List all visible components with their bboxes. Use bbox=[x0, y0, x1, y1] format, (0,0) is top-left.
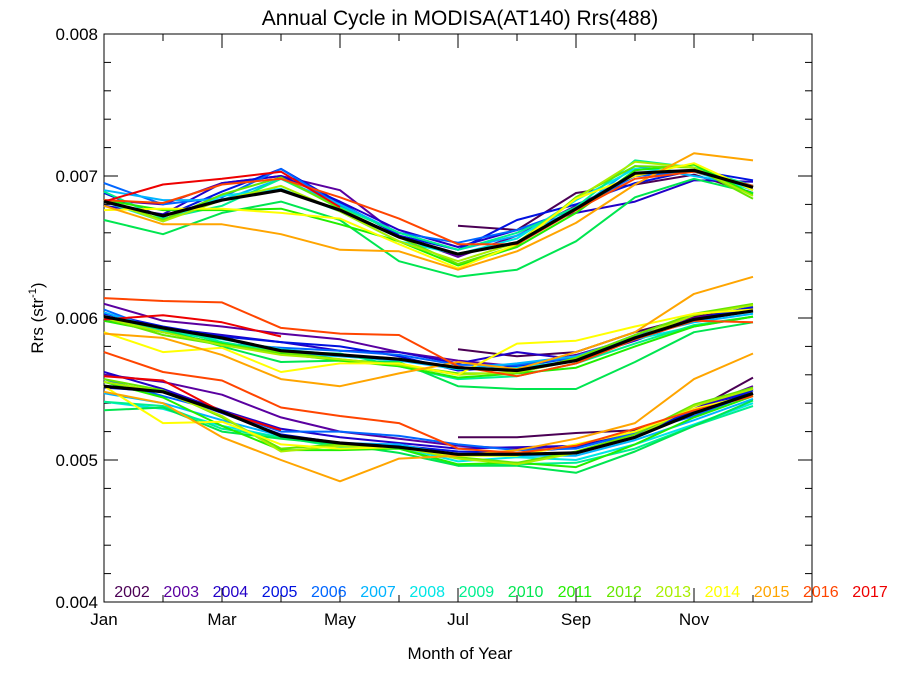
x-tick-label: Nov bbox=[679, 610, 710, 629]
legend-label-2009: 2009 bbox=[459, 584, 495, 601]
y-tick-labels: 0.004 0.005 0.006 0.007 0.008 bbox=[55, 25, 98, 612]
series-line-2008 bbox=[103, 400, 754, 463]
x-tick-label: Jan bbox=[90, 610, 117, 629]
series-line-2010 bbox=[103, 399, 754, 474]
y-axis-label-text: Rrs (str bbox=[28, 298, 47, 354]
legend-label-2010: 2010 bbox=[508, 584, 544, 601]
legend-label-2007: 2007 bbox=[360, 584, 396, 601]
y-tick-label: 0.004 bbox=[55, 593, 98, 612]
series-line-2017 bbox=[103, 375, 282, 432]
series-line-2011 bbox=[103, 315, 754, 379]
legend: 2002 2003 2004 2005 2006 2007 2008 2009 2010 2011… bbox=[114, 584, 888, 601]
mean-line bbox=[103, 384, 754, 456]
legend-label-2015: 2015 bbox=[754, 584, 790, 601]
mean-line bbox=[103, 309, 754, 373]
series-line-2017 bbox=[103, 170, 341, 209]
mean-lines bbox=[103, 168, 754, 456]
legend-label-2013: 2013 bbox=[655, 584, 691, 601]
series-line-2015 bbox=[103, 352, 754, 483]
series-line-2010 bbox=[103, 177, 754, 278]
x-tick-label: Jul bbox=[447, 610, 469, 629]
series-line-2014 bbox=[103, 308, 754, 376]
series-lines bbox=[103, 152, 754, 483]
legend-label-2006: 2006 bbox=[311, 584, 347, 601]
series-line-2004 bbox=[103, 175, 754, 248]
series-line-2015 bbox=[103, 275, 754, 388]
series-line-2016 bbox=[103, 351, 754, 454]
series-line-2005 bbox=[103, 167, 754, 251]
legend-label-2005: 2005 bbox=[262, 584, 298, 601]
legend-label-2003: 2003 bbox=[163, 584, 199, 601]
y-axis-label: Rrs (str-1) bbox=[27, 282, 47, 353]
x-tick-label: May bbox=[324, 610, 357, 629]
series-line-2017 bbox=[103, 314, 282, 338]
x-tick-labels: Jan Mar May Jul Sep Nov bbox=[90, 610, 709, 629]
legend-label-2017: 2017 bbox=[852, 584, 888, 601]
legend-label-2004: 2004 bbox=[213, 584, 249, 601]
legend-label-2008: 2008 bbox=[409, 584, 445, 601]
y-tick-label: 0.005 bbox=[55, 451, 98, 470]
legend-label-2014: 2014 bbox=[705, 584, 741, 601]
mean-line bbox=[103, 168, 754, 256]
legend-label-2016: 2016 bbox=[803, 584, 839, 601]
x-axis-label: Month of Year bbox=[408, 644, 513, 663]
y-axis-label-close: ) bbox=[28, 282, 47, 288]
legend-label-2002: 2002 bbox=[114, 584, 150, 601]
x-tick-label: Sep bbox=[561, 610, 591, 629]
y-tick-label: 0.006 bbox=[55, 309, 98, 328]
series-line-2016 bbox=[103, 170, 754, 246]
y-tick-label: 0.008 bbox=[55, 25, 98, 44]
chart-title: Annual Cycle in MODISA(AT140) Rrs(488) bbox=[262, 7, 658, 30]
y-axis-label-superscript: -1 bbox=[27, 288, 39, 298]
x-tick-label: Mar bbox=[207, 610, 237, 629]
legend-label-2011: 2011 bbox=[558, 584, 593, 601]
axis-ticks bbox=[103, 33, 813, 603]
legend-label-2012: 2012 bbox=[606, 584, 642, 601]
series-line-2015 bbox=[103, 152, 754, 271]
y-tick-label: 0.007 bbox=[55, 167, 98, 186]
series-line-2011 bbox=[103, 163, 754, 267]
